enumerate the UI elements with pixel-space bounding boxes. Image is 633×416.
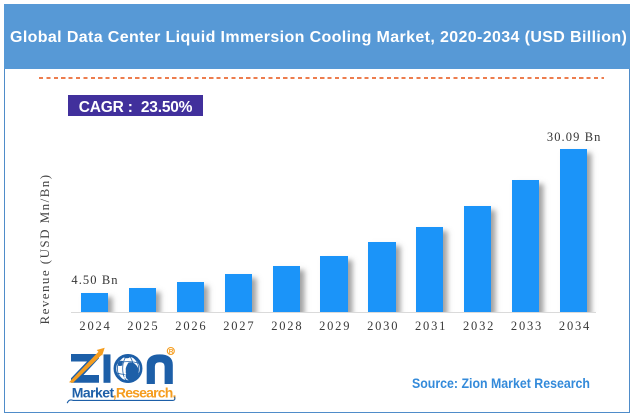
svg-text:Market: Market xyxy=(72,385,115,401)
svg-text:R: R xyxy=(169,348,174,355)
svg-text:,Research,: ,Research, xyxy=(113,385,176,401)
